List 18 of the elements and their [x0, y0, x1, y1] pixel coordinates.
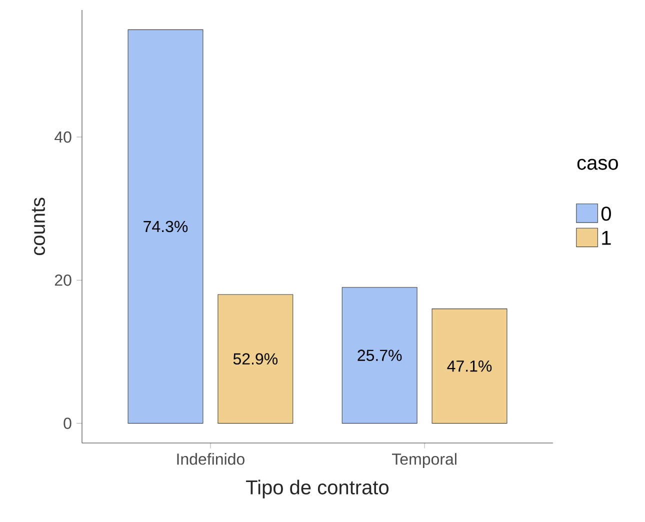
legend-label: 1: [602, 230, 611, 245]
annotation: 74.3%: [144, 220, 188, 232]
y-tick-label: 0: [64, 418, 72, 429]
bar: [342, 287, 418, 424]
legend-label: 0: [601, 206, 611, 221]
x-axis-title: Tipo de contrato: [246, 480, 389, 498]
x-tick-label: Indefinido: [177, 453, 244, 465]
bar: [432, 308, 508, 424]
annotation: 47.1%: [447, 360, 492, 372]
y-axis-title: counts: [32, 198, 45, 256]
annotation: 25.7%: [358, 350, 402, 361]
annotation: 52.9%: [233, 353, 278, 365]
y-tick-label: 40: [54, 131, 72, 143]
legend-title: caso: [577, 158, 618, 170]
bar: [128, 29, 204, 424]
bar: [218, 294, 294, 424]
x-tick-label: Temporal: [392, 453, 456, 468]
y-tick-label: 20: [54, 274, 72, 286]
